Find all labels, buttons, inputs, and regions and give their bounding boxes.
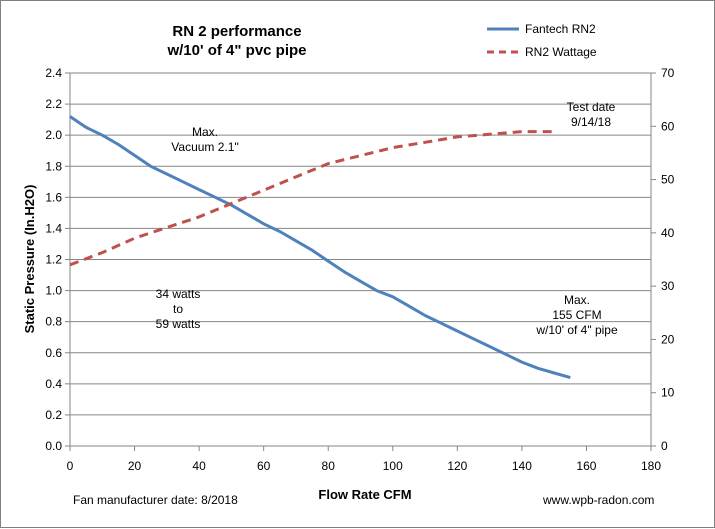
series-line-rn2-wattage <box>69 130 555 267</box>
annotation-max-cfm-line-1: Max. <box>564 293 590 307</box>
annotation-test-date-line-1: Test date <box>567 100 616 114</box>
y-axis-title: Static Pressure (In.H2O) <box>22 185 37 334</box>
annotation-watts-line-1: 34 watts <box>156 287 201 301</box>
legend: Fantech RN2 RN2 Wattage <box>487 22 597 59</box>
y-tick-label-8: 1.6 <box>45 190 62 204</box>
x-tick-label-3: 60 <box>257 459 271 473</box>
x-tick-label-6: 120 <box>447 459 467 473</box>
y2-tick-label-1: 10 <box>661 386 675 400</box>
y-tick-label-5: 1.0 <box>45 284 62 298</box>
chart-title-line-2: w/10' of 4" pvc pipe <box>166 42 306 59</box>
x-tick-label-7: 140 <box>512 459 532 473</box>
footer-manufacturer-date: Fan manufacturer date: 8/2018 <box>73 493 238 507</box>
y2-tick-label-6: 60 <box>661 119 675 133</box>
y2-tick-label-7: 70 <box>661 66 675 80</box>
annotation-max-cfm: Max. 155 CFM w/10' of 4" pipe <box>535 293 618 337</box>
y-tick-label-10: 2.0 <box>45 128 62 142</box>
x-tick-label-5: 100 <box>383 459 403 473</box>
y-tick-label-7: 1.4 <box>45 221 62 235</box>
y2-tick-label-3: 30 <box>661 279 675 293</box>
chart-title-line-1: RN 2 performance <box>172 23 301 40</box>
y-tick-label-6: 1.2 <box>45 253 62 267</box>
y2-tick-label-5: 50 <box>661 173 675 187</box>
y-tick-label-1: 0.2 <box>45 408 62 422</box>
x-axis-title: Flow Rate CFM <box>318 487 411 502</box>
annotation-max-vacuum-line-1: Max. <box>192 125 218 139</box>
y-tick-label-4: 0.8 <box>45 315 62 329</box>
x-tick-label-8: 160 <box>576 459 596 473</box>
y-tick-label-0: 0.0 <box>45 439 62 453</box>
y-tick-label-9: 1.8 <box>45 159 62 173</box>
legend-label-rn2-wattage: RN2 Wattage <box>525 45 597 59</box>
series-line-fantech-rn2 <box>69 115 571 380</box>
x-axis-ticks: 0 20 40 60 80 100 120 140 160 180 <box>67 446 661 473</box>
x-tick-label-0: 0 <box>67 459 74 473</box>
y-tick-label-2: 0.4 <box>45 377 62 391</box>
grid-lines <box>70 103 651 416</box>
x-tick-label-4: 80 <box>322 459 336 473</box>
legend-label-fantech-rn2: Fantech RN2 <box>525 22 596 36</box>
annotation-max-cfm-line-3: w/10' of 4" pipe <box>535 323 618 337</box>
y-axis-ticks: 0.0 0.2 0.4 0.6 0.8 1.0 1.2 1.4 1.6 1.8 2.0 2.2 2.4 <box>45 66 70 453</box>
y-tick-label-11: 2.2 <box>45 97 62 111</box>
annotation-watts-line-3: 59 watts <box>156 317 201 331</box>
x-tick-label-1: 20 <box>128 459 142 473</box>
annotation-max-vacuum-line-2: Vacuum 2.1" <box>171 140 238 154</box>
y2-tick-label-4: 40 <box>661 226 675 240</box>
y2-tick-label-2: 20 <box>661 332 675 346</box>
annotation-max-cfm-line-2: 155 CFM <box>552 308 601 322</box>
y2-axis-ticks: 0 10 20 30 40 50 60 70 <box>651 66 675 453</box>
y-tick-label-3: 0.6 <box>45 346 62 360</box>
annotation-test-date-line-2: 9/14/18 <box>571 115 611 129</box>
annotation-watts-line-2: to <box>173 302 183 316</box>
annotation-test-date: Test date 9/14/18 <box>567 100 616 129</box>
annotation-watts: 34 watts to 59 watts <box>156 287 201 331</box>
x-tick-label-9: 180 <box>641 459 661 473</box>
y2-tick-label-0: 0 <box>661 439 668 453</box>
y-tick-label-12: 2.4 <box>45 66 62 80</box>
annotation-max-vacuum: Max. Vacuum 2.1" <box>171 125 238 154</box>
x-tick-label-2: 40 <box>192 459 206 473</box>
footer-website: www.wpb-radon.com <box>542 493 654 507</box>
